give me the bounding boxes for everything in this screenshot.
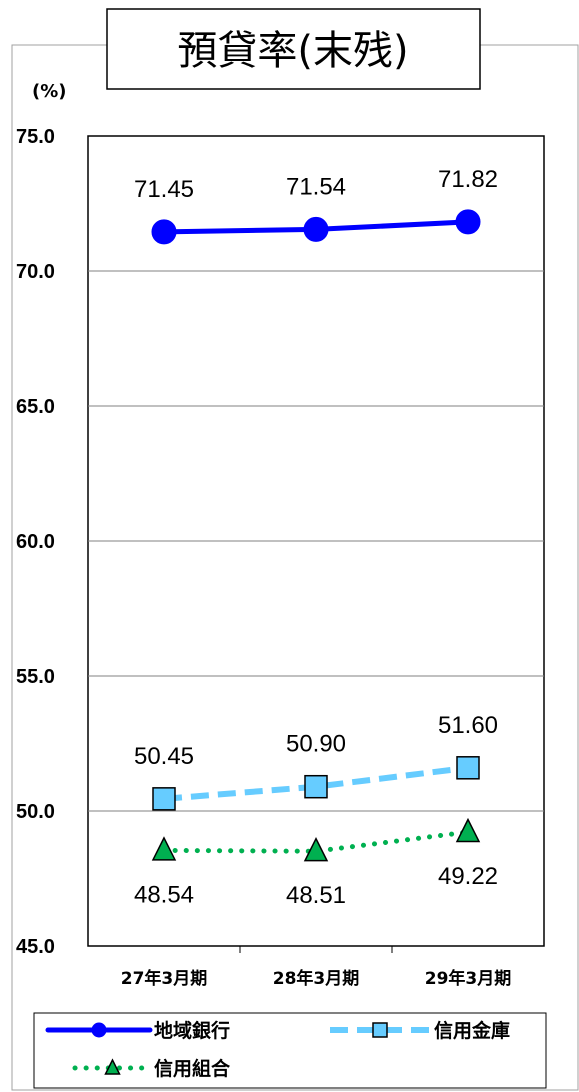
marker-square [372,1022,388,1038]
data-label: 51.60 [438,712,498,739]
data-label: 50.45 [134,743,194,770]
y-tick-label: 60.0 [16,531,55,553]
series-layer [151,209,481,862]
data-label: 50.90 [286,731,346,758]
marker-circle [91,1022,107,1038]
marker-triangle [455,817,481,843]
y-tick-label: 45.0 [16,936,55,958]
grid-lines [88,270,544,812]
y-axis-ticks: 75.0 70.0 65.0 60.0 55.0 50.0 45.0 [16,126,55,958]
marker-circle [455,209,481,235]
legend-label: 地域銀行 [154,1019,230,1042]
marker-square [304,774,328,799]
data-labels: 71.45 71.54 71.82 50.45 50.90 51.60 48.54 48.51… [134,166,498,909]
x-tick-label: 29年3月期 [425,968,512,989]
marker-circle [151,219,177,245]
x-tick-label: 28年3月期 [273,968,360,989]
unit-label: (%) [32,81,67,102]
y-tick-label: 70.0 [16,261,55,283]
data-label: 48.54 [134,881,194,908]
marker-triangle [151,836,177,861]
title-box [106,8,481,90]
legend-box [33,1012,547,1089]
data-label: 49.22 [438,863,498,890]
marker-triangle [303,837,329,862]
y-tick-label: 65.0 [16,396,55,418]
legend-label: 信用金庫 [434,1019,510,1042]
marker-triangle [104,1058,121,1075]
chart-frame [11,44,579,1091]
data-label: 71.82 [438,166,498,193]
marker-square [456,756,480,780]
marker-square [152,787,176,811]
x-axis-ticks: 27年3月期 28年3月期 29年3月期 [121,946,512,989]
y-tick-label: 50.0 [16,801,55,823]
marker-circle [303,216,329,242]
data-label: 71.45 [134,176,194,203]
series-line-3 [161,829,471,854]
chart-title: 預貸率(末残) [177,28,408,74]
y-tick-label: 55.0 [16,666,55,688]
data-label: 71.54 [286,173,346,200]
y-tick-label: 75.0 [16,126,55,148]
legend-label: 信用組合 [154,1057,231,1080]
data-label: 48.51 [286,882,346,909]
x-tick-label: 27年3月期 [121,968,208,989]
